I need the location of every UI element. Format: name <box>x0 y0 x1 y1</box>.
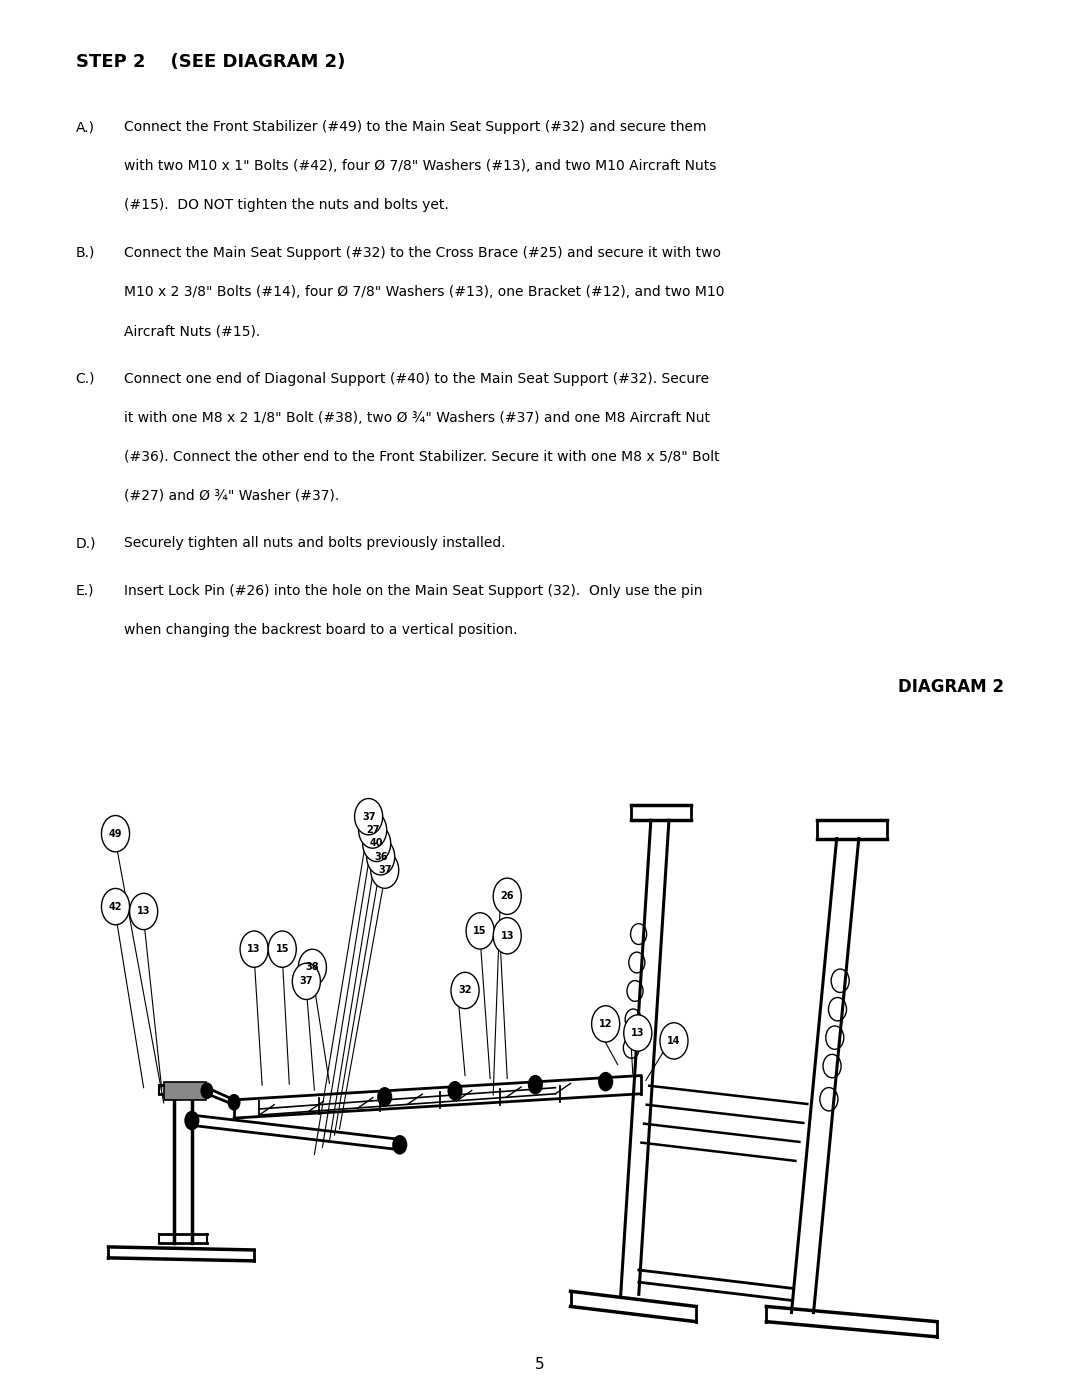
Text: D.): D.) <box>76 536 96 550</box>
Circle shape <box>201 1083 214 1099</box>
Circle shape <box>293 963 321 999</box>
Circle shape <box>528 1074 543 1094</box>
Text: 13: 13 <box>247 944 261 954</box>
Circle shape <box>228 1094 241 1111</box>
Text: 13: 13 <box>631 1028 645 1038</box>
Text: 14: 14 <box>667 1037 680 1046</box>
Circle shape <box>366 838 394 875</box>
Text: 13: 13 <box>500 930 514 940</box>
Text: 37: 37 <box>299 977 313 986</box>
Text: DIAGRAM 2: DIAGRAM 2 <box>899 678 1004 696</box>
Circle shape <box>102 816 130 852</box>
Circle shape <box>592 1006 620 1042</box>
Text: 15: 15 <box>275 944 289 954</box>
Circle shape <box>392 1134 407 1154</box>
Circle shape <box>451 972 480 1009</box>
Circle shape <box>185 1111 200 1130</box>
Circle shape <box>130 893 158 929</box>
Text: Connect one end of Diagonal Support (#40) to the Main Seat Support (#32). Secure: Connect one end of Diagonal Support (#40… <box>124 372 710 386</box>
Text: 36: 36 <box>374 852 388 862</box>
Text: 37: 37 <box>362 812 376 821</box>
Text: Connect the Front Stabilizer (#49) to the Main Seat Support (#32) and secure the: Connect the Front Stabilizer (#49) to th… <box>124 120 706 134</box>
Circle shape <box>624 1014 652 1051</box>
Circle shape <box>268 930 296 967</box>
Circle shape <box>660 1023 688 1059</box>
Text: 12: 12 <box>599 1018 612 1030</box>
Circle shape <box>494 879 522 915</box>
Text: 37: 37 <box>378 865 391 875</box>
Text: M10 x 2 3/8" Bolts (#14), four Ø 7/8" Washers (#13), one Bracket (#12), and two : M10 x 2 3/8" Bolts (#14), four Ø 7/8" Wa… <box>124 285 725 299</box>
Text: 49: 49 <box>109 828 122 838</box>
Text: B.): B.) <box>76 246 95 260</box>
Circle shape <box>447 1081 462 1101</box>
Circle shape <box>494 918 522 954</box>
Text: it with one M8 x 2 1/8" Bolt (#38), two Ø ¾" Washers (#37) and one M8 Aircraft N: it with one M8 x 2 1/8" Bolt (#38), two … <box>124 411 711 425</box>
Text: 26: 26 <box>500 891 514 901</box>
Circle shape <box>598 1071 613 1091</box>
Text: 27: 27 <box>366 826 379 835</box>
Text: 40: 40 <box>370 838 383 848</box>
Circle shape <box>370 852 399 888</box>
Text: Securely tighten all nuts and bolts previously installed.: Securely tighten all nuts and bolts prev… <box>124 536 505 550</box>
Circle shape <box>102 888 130 925</box>
Circle shape <box>359 812 387 848</box>
Text: A.): A.) <box>76 120 95 134</box>
Circle shape <box>354 799 382 835</box>
Text: 13: 13 <box>137 907 150 916</box>
Text: (#36). Connect the other end to the Front Stabilizer. Secure it with one M8 x 5/: (#36). Connect the other end to the Fron… <box>124 450 720 464</box>
Text: with two M10 x 1" Bolts (#42), four Ø 7/8" Washers (#13), and two M10 Aircraft N: with two M10 x 1" Bolts (#42), four Ø 7/… <box>124 159 716 173</box>
Text: (#15).  DO NOT tighten the nuts and bolts yet.: (#15). DO NOT tighten the nuts and bolts… <box>124 198 449 212</box>
Text: C.): C.) <box>76 372 95 386</box>
Text: when changing the backrest board to a vertical position.: when changing the backrest board to a ve… <box>124 623 517 637</box>
Text: 15: 15 <box>473 926 487 936</box>
Bar <box>164 1081 206 1099</box>
Circle shape <box>240 930 268 967</box>
Text: 5: 5 <box>536 1356 544 1372</box>
Text: STEP 2    (SEE DIAGRAM 2): STEP 2 (SEE DIAGRAM 2) <box>76 53 345 71</box>
Text: E.): E.) <box>76 584 94 598</box>
Text: 32: 32 <box>458 985 472 996</box>
Text: (#27) and Ø ¾" Washer (#37).: (#27) and Ø ¾" Washer (#37). <box>124 489 339 503</box>
Circle shape <box>298 949 326 985</box>
Text: Insert Lock Pin (#26) into the hole on the Main Seat Support (32).  Only use the: Insert Lock Pin (#26) into the hole on t… <box>124 584 703 598</box>
Text: 42: 42 <box>109 901 122 912</box>
Text: Connect the Main Seat Support (#32) to the Cross Brace (#25) and secure it with : Connect the Main Seat Support (#32) to t… <box>124 246 721 260</box>
Text: 38: 38 <box>306 963 320 972</box>
Text: Aircraft Nuts (#15).: Aircraft Nuts (#15). <box>124 324 260 338</box>
Circle shape <box>467 912 495 949</box>
Circle shape <box>377 1087 392 1106</box>
Circle shape <box>363 826 391 862</box>
